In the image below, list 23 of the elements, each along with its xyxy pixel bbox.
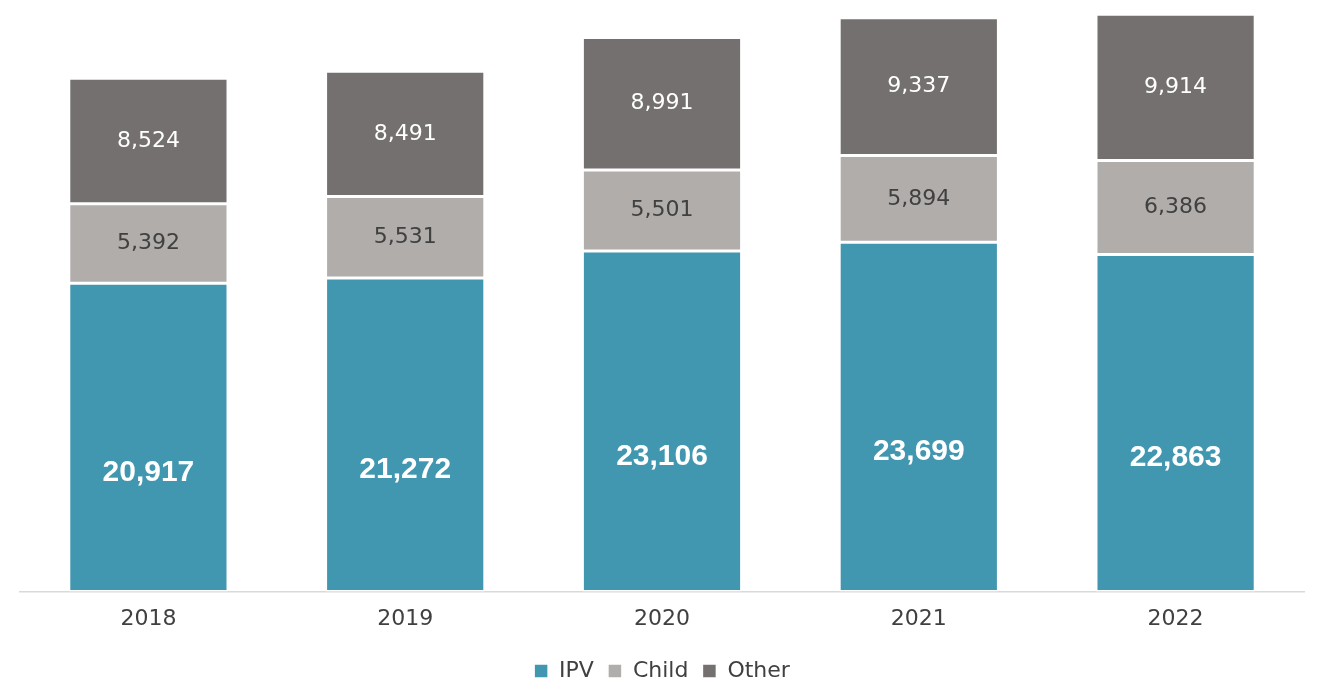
legend-label: Other (727, 656, 791, 682)
x-tick-label: 2022 (1147, 604, 1204, 630)
legend-label: IPV (559, 656, 594, 682)
data-label: 6,386 (1144, 193, 1208, 219)
data-label: 20,917 (102, 453, 195, 487)
x-tick-label: 2018 (120, 604, 177, 630)
data-label: 8,491 (373, 119, 437, 145)
data-label: 9,914 (1144, 73, 1208, 99)
data-label: 21,272 (359, 451, 452, 485)
legend-label: Child (632, 656, 689, 682)
data-label: 8,524 (116, 126, 180, 152)
data-label: 22,863 (1129, 439, 1222, 473)
data-label: 5,894 (887, 184, 951, 210)
data-label: 23,106 (616, 437, 708, 471)
data-label: 23,699 (872, 433, 965, 467)
data-label: 9,337 (887, 72, 951, 98)
data-label: 5,531 (373, 223, 437, 249)
data-label: 5,501 (630, 196, 694, 222)
x-tick-label: 2020 (634, 604, 690, 630)
data-label: 8,991 (630, 89, 694, 115)
x-tick-label: 2019 (377, 604, 434, 630)
x-tick-label: 2021 (890, 604, 947, 630)
data-label: 5,392 (116, 229, 180, 255)
